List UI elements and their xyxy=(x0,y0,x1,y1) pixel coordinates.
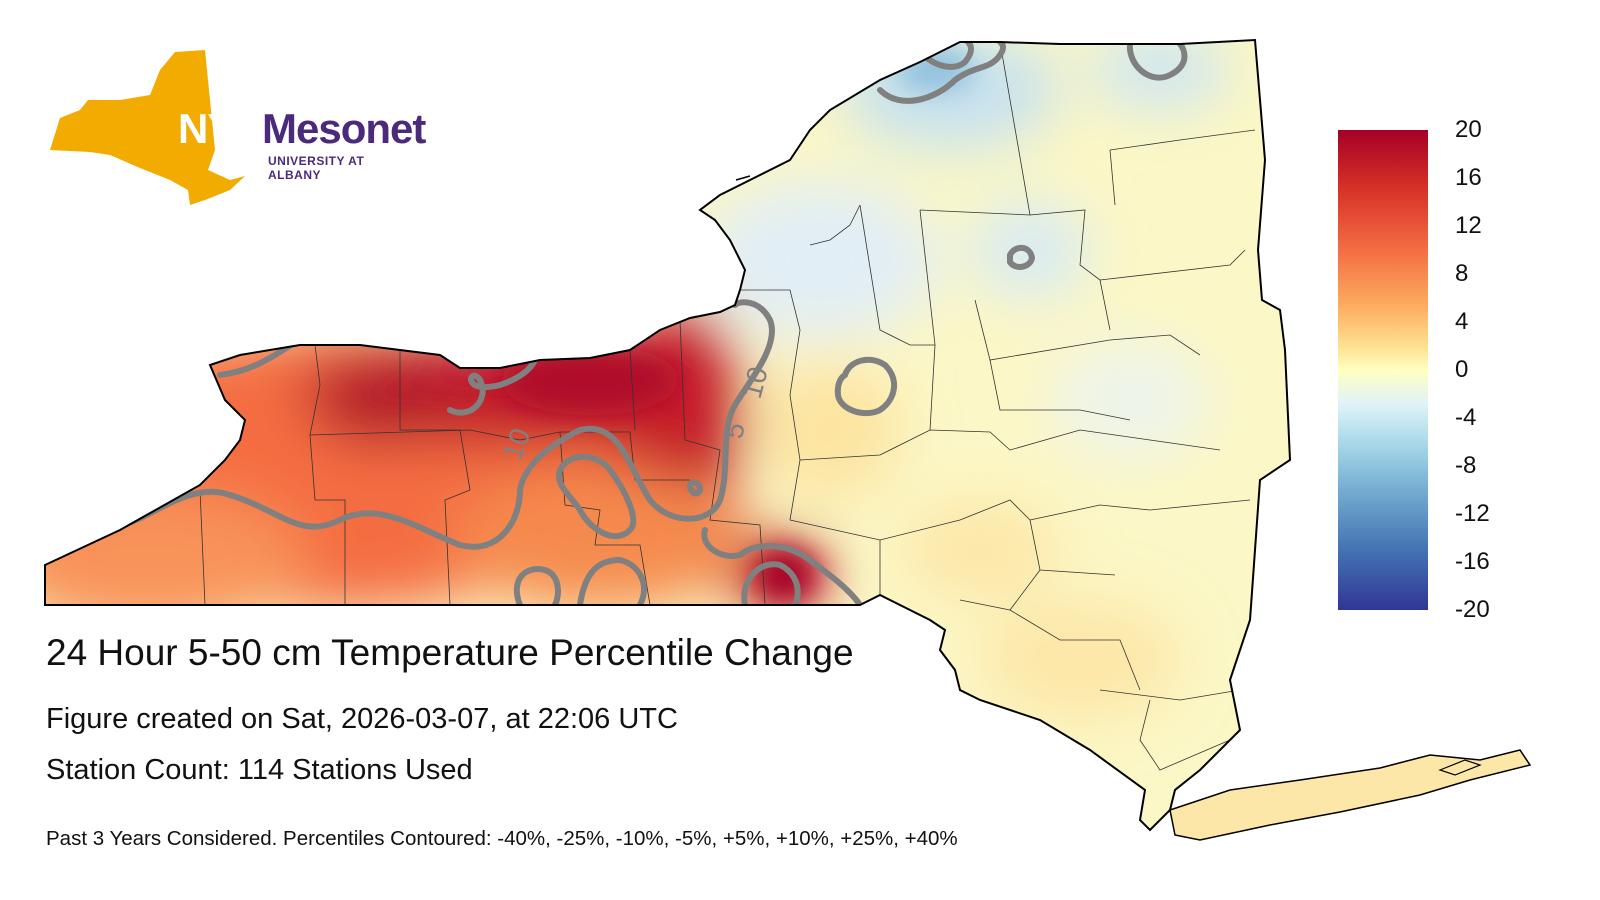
colorbar-tick-label: 20 xyxy=(1455,116,1482,143)
long-island xyxy=(1169,749,1532,841)
station-count-text: Station Count: 114 Stations Used xyxy=(46,754,473,786)
colorbar-tick-label: -4 xyxy=(1455,404,1477,431)
nys-mesonet-logo: NYS Mesonet UNIVERSITY AT ALBANY xyxy=(48,48,426,208)
logo-nys-text: NYS xyxy=(178,105,262,152)
logo-state-shape xyxy=(50,50,245,205)
percentile-note: Past 3 Years Considered. Percentiles Con… xyxy=(46,827,958,850)
map-title: 24 Hour 5-50 cm Temperature Percentile C… xyxy=(46,632,854,673)
logo-university-text: UNIVERSITY AT ALBANY xyxy=(268,154,365,182)
colorbar-tick-label: 8 xyxy=(1455,260,1469,287)
shoreline-detail xyxy=(735,175,751,181)
figure-created-text: Figure created on Sat, 2026-03-07, at 22… xyxy=(46,703,678,735)
colorbar-tick-label: 0 xyxy=(1455,356,1469,383)
colorbar-tick-label: -8 xyxy=(1455,452,1477,479)
colorbar-tick-label: 12 xyxy=(1455,212,1482,239)
percentile-contours xyxy=(117,40,1188,608)
colorbar-tick-label: 16 xyxy=(1455,164,1482,191)
colorbar-tick-label: -16 xyxy=(1455,548,1490,575)
colorbar-tick-label: -20 xyxy=(1455,596,1490,623)
colorbar xyxy=(1338,130,1428,610)
contour-label: 5 xyxy=(717,420,750,441)
colorbar-tick-label: -12 xyxy=(1455,500,1490,527)
logo-mesonet-text: Mesonet xyxy=(262,105,426,152)
colorbar-tick-label: 4 xyxy=(1455,308,1469,335)
long-island-south-fork xyxy=(1438,759,1482,776)
